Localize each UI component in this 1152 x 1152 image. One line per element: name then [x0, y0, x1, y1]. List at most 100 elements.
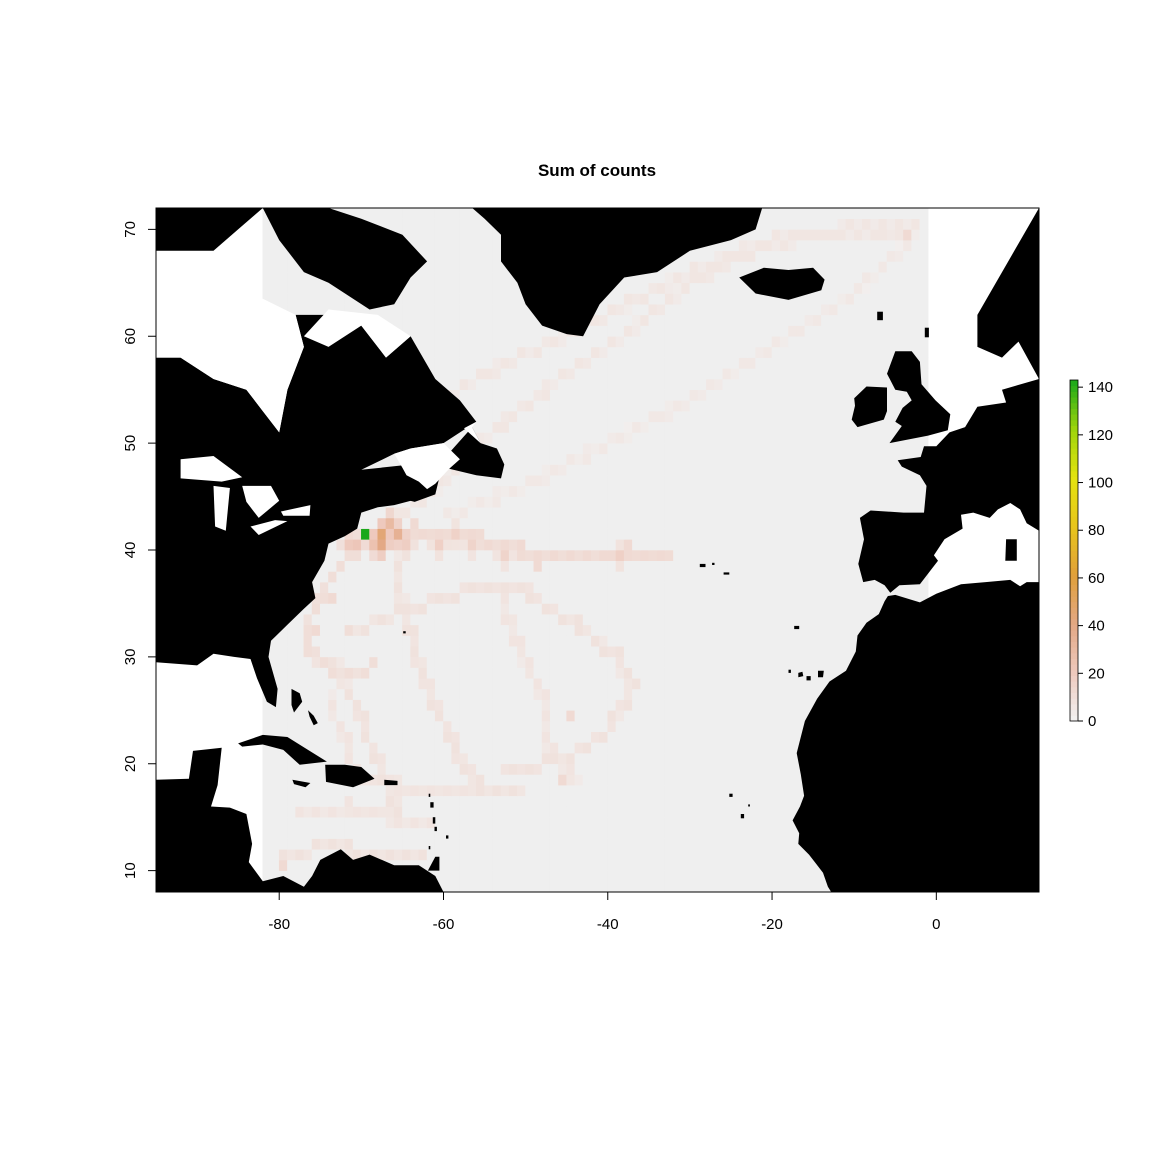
raster-cell [747, 432, 756, 444]
raster-cell [426, 293, 436, 305]
raster-cell [763, 677, 773, 690]
raster-cell [812, 560, 822, 572]
raster-cell [451, 303, 461, 316]
raster-cell [714, 293, 724, 305]
raster-cell [648, 784, 658, 797]
raster-cell [402, 848, 411, 861]
raster-cell [730, 635, 740, 647]
raster-cell [508, 881, 518, 892]
raster-cell [451, 656, 461, 668]
raster-cell [574, 816, 584, 829]
raster-cell [640, 282, 650, 294]
raster-cell [476, 303, 485, 316]
raster-cell [599, 774, 609, 786]
raster-cell [393, 506, 403, 519]
raster-cell [804, 506, 814, 519]
raster-cell [829, 485, 839, 497]
raster-cell [558, 806, 567, 818]
raster-cell [418, 645, 428, 658]
raster-cell [434, 645, 444, 658]
raster-cell [640, 848, 650, 861]
raster-cell [484, 635, 494, 647]
raster-cell [549, 635, 559, 647]
raster-cell [467, 357, 477, 369]
raster-cell [862, 442, 871, 455]
raster-cell [484, 293, 494, 305]
raster-cell [278, 710, 288, 722]
raster-cell [755, 774, 765, 786]
raster-cell [426, 517, 436, 529]
raster-cell [426, 239, 436, 252]
raster-cell [738, 506, 748, 519]
raster-cell [689, 464, 699, 476]
raster-cell [796, 859, 806, 871]
raster-cell [779, 667, 789, 679]
raster-cell [451, 742, 461, 754]
raster-cell [919, 592, 929, 604]
raster-cell [763, 613, 773, 626]
raster-cell [533, 881, 543, 892]
raster-cell [525, 357, 535, 369]
raster-cell [319, 571, 329, 583]
raster-cell [517, 816, 526, 829]
raster-cell [755, 539, 765, 551]
raster-cell [763, 453, 773, 465]
raster-cell [517, 720, 526, 732]
raster-cell [812, 303, 822, 316]
raster-cell [484, 881, 494, 892]
raster-cell [903, 496, 912, 508]
raster-cell [484, 613, 494, 626]
raster-cell [533, 517, 543, 529]
raster-cell [525, 795, 535, 807]
raster-cell [459, 613, 469, 626]
raster-cell [402, 517, 411, 529]
raster-cell [303, 774, 313, 786]
raster-cell [533, 699, 543, 711]
raster-cell [508, 859, 518, 871]
raster-cell [476, 239, 485, 252]
raster-cell [591, 474, 600, 487]
raster-cell [673, 806, 682, 818]
raster-cell [533, 432, 543, 444]
raster-cell [525, 506, 535, 519]
raster-cell [615, 742, 625, 754]
raster-cell [763, 250, 773, 262]
raster-cell [648, 870, 658, 882]
raster-cell [779, 784, 789, 797]
raster-cell [656, 763, 666, 775]
raster-cell [303, 677, 313, 690]
raster-cell [886, 346, 896, 358]
raster-cell [508, 549, 518, 561]
raster-cell [467, 293, 477, 305]
raster-cell [410, 859, 420, 871]
raster-cell [796, 357, 806, 369]
raster-cell [467, 282, 477, 294]
raster-cell [295, 795, 305, 807]
raster-cell [402, 806, 411, 818]
raster-cell [467, 645, 477, 658]
raster-cell [656, 848, 666, 861]
raster-cell [492, 870, 502, 882]
raster-cell [508, 710, 518, 722]
raster-cell [640, 624, 650, 636]
raster-cell [410, 603, 420, 615]
raster-cell [697, 656, 707, 668]
raster-cell [615, 881, 625, 892]
raster-cell [821, 432, 830, 444]
raster-cell [517, 303, 526, 316]
raster-cell [664, 742, 674, 754]
raster-cell [845, 378, 855, 390]
raster-cell [492, 859, 502, 871]
raster-cell [632, 752, 641, 765]
raster-cell [558, 581, 567, 594]
raster-cell [377, 560, 387, 572]
raster-cell [459, 282, 469, 294]
raster-cell [779, 453, 789, 465]
raster-cell [599, 400, 609, 412]
raster-cell [558, 710, 567, 722]
raster-cell [434, 474, 444, 487]
raster-cell [738, 239, 748, 252]
raster-cell [451, 539, 461, 551]
raster-cell [566, 549, 576, 561]
raster-cell [664, 453, 674, 465]
